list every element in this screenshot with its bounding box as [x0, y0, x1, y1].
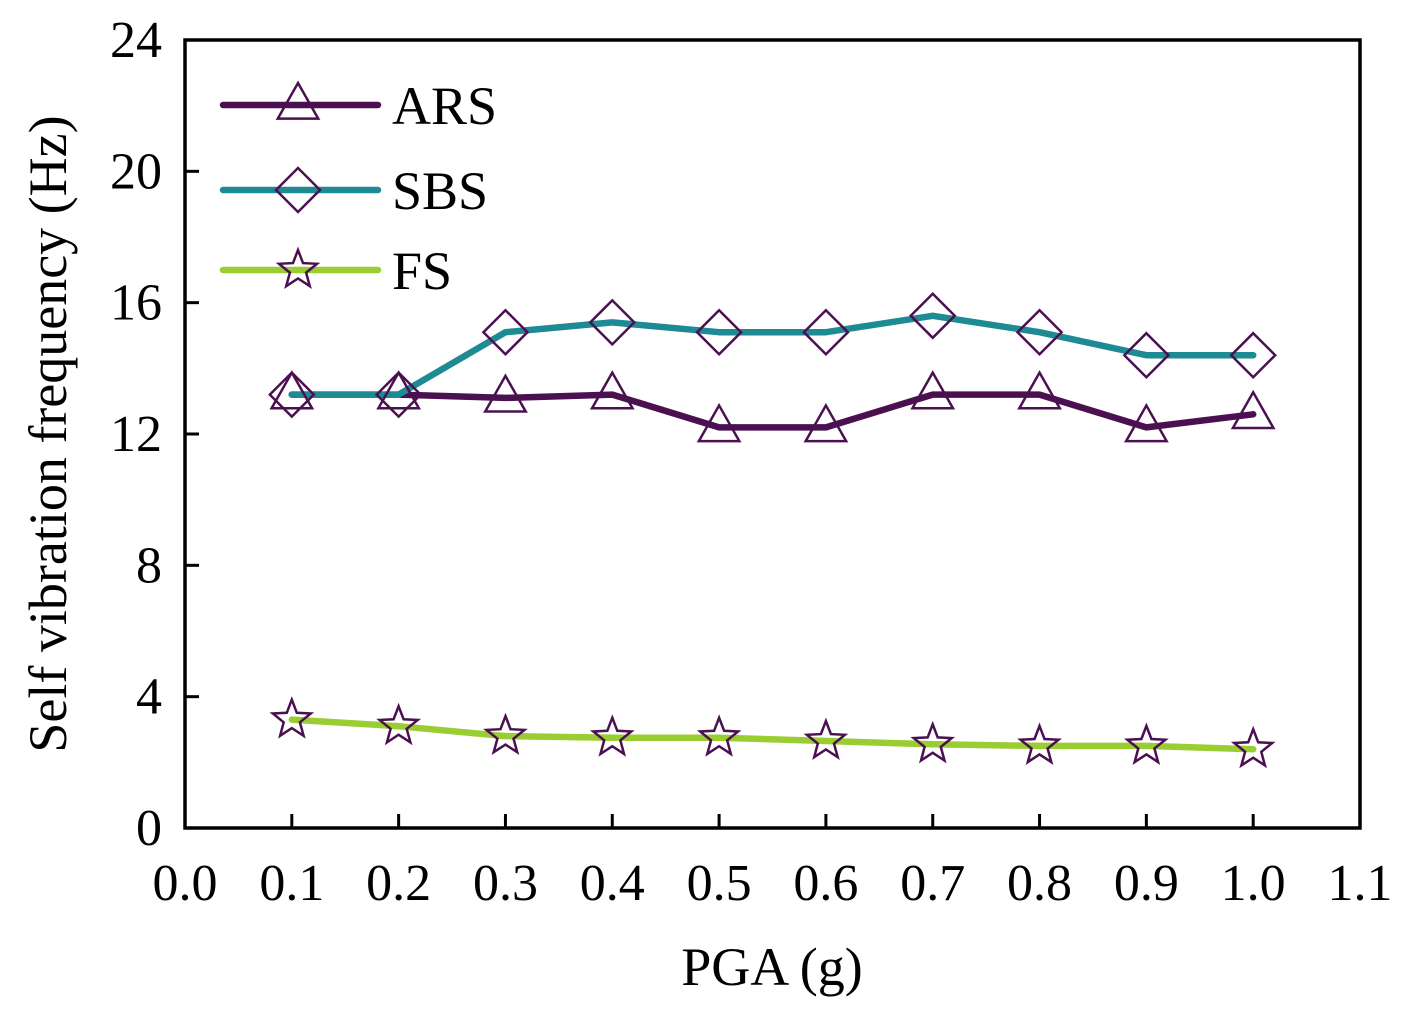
x-tick-label: 0.7: [900, 855, 965, 912]
data-point-sbs: [588, 298, 637, 347]
series-line-sbs: [288, 312, 1257, 398]
data-point-fs: [1230, 725, 1276, 769]
y-tick-label: 12: [110, 406, 162, 463]
x-tick-label: 1.0: [1221, 855, 1286, 912]
x-tick-label: 1.1: [1328, 855, 1393, 912]
y-axis: 0 4 8 12 16 20 24: [110, 12, 199, 857]
y-tick-label: 4: [136, 669, 162, 726]
legend-label-fs: FS: [392, 241, 452, 301]
data-point-ars: [803, 402, 849, 443]
x-tick-label: 0.1: [259, 855, 324, 912]
y-tick-label: 16: [110, 275, 162, 332]
data-point-sbs: [1229, 331, 1277, 379]
data-point-fs: [910, 720, 956, 764]
x-tick-label: 0.4: [580, 855, 645, 912]
data-point-ars: [696, 402, 742, 443]
data-point-fs: [376, 702, 422, 746]
data-point-sbs: [908, 292, 957, 340]
data-point-ars: [589, 370, 635, 410]
y-axis-title: Self vibration frequency (Hz): [18, 115, 78, 752]
x-axis: 0.0 0.1 0.2 0.3 0.4 0.5 0.6 0.7 0.8 0.9 1.0 1.1: [153, 814, 1393, 912]
series-lines: [288, 312, 1257, 753]
data-point-sbs: [1015, 308, 1064, 356]
legend: ARS SBS FS: [219, 76, 497, 301]
x-tick-label: 0.3: [473, 855, 538, 912]
x-tick-label: 0.0: [153, 855, 218, 912]
data-point-ars: [376, 370, 422, 410]
x-tick-label: 0.5: [687, 855, 752, 912]
data-point-ars: [483, 373, 528, 413]
data-point-sbs: [802, 308, 850, 356]
series-markers: [268, 292, 1277, 769]
y-tick-label: 20: [110, 143, 162, 200]
x-tick-label: 0.8: [1007, 855, 1072, 912]
legend-label-ars: ARS: [392, 76, 497, 136]
data-point-sbs: [268, 370, 316, 419]
series-line-fs: [288, 716, 1257, 753]
plot-frame: [183, 38, 1362, 830]
y-tick-label: 24: [110, 12, 162, 69]
legend-marker-sbs: [274, 166, 322, 214]
x-axis-title: PGA (g): [681, 937, 863, 997]
data-point-ars: [1230, 389, 1276, 430]
series-line-ars: [288, 391, 1257, 431]
data-point-fs: [696, 714, 742, 757]
data-point-ars: [1017, 370, 1062, 410]
data-point-ars: [910, 370, 956, 410]
data-point-sbs: [1122, 331, 1171, 379]
x-tick-label: 0.2: [366, 855, 431, 912]
data-point-fs: [803, 717, 849, 761]
legend-label-sbs: SBS: [392, 161, 488, 221]
data-point-fs: [1017, 722, 1062, 765]
data-point-fs: [1123, 722, 1169, 765]
data-point-sbs: [481, 308, 530, 356]
data-point-ars: [1123, 402, 1169, 443]
y-tick-label: 8: [136, 537, 162, 594]
data-point-fs: [269, 696, 315, 739]
x-tick-label: 0.9: [1114, 855, 1179, 912]
data-point-fs: [589, 714, 635, 757]
legend-marker-fs: [275, 246, 321, 290]
legend-marker-ars: [275, 80, 321, 120]
x-tick-label: 0.6: [793, 855, 858, 912]
data-point-sbs: [695, 308, 743, 356]
data-point-sbs: [374, 370, 423, 419]
plot-area: [183, 38, 1362, 830]
y-tick-label: 0: [136, 800, 162, 857]
data-point-ars: [269, 370, 315, 410]
data-point-fs: [483, 712, 528, 756]
